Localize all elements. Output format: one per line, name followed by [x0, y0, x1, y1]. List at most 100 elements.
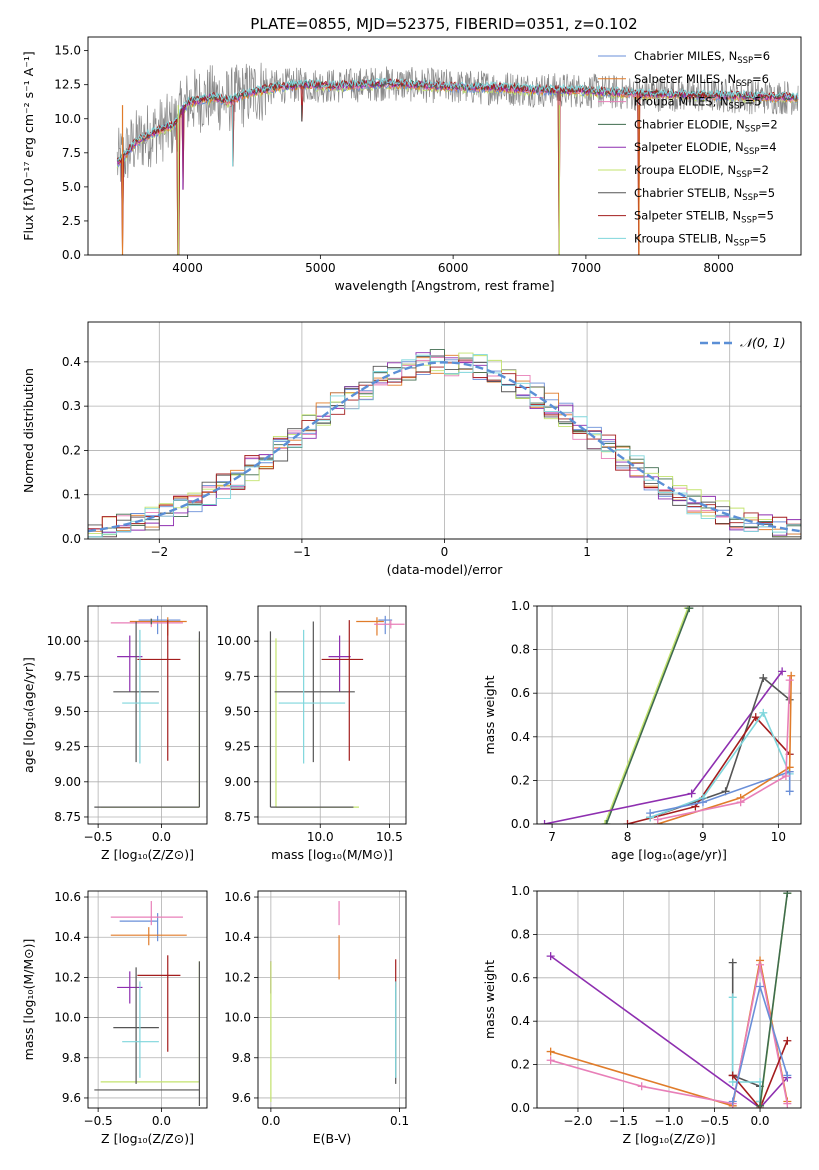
- x-tick-label: 8000: [703, 261, 734, 275]
- axes-residuals: −2 −1 0 1 2 0.0 0.1 0.2 0.3 0.4 (data-model)/error…: [21, 321, 802, 577]
- legend-label-main: Kroupa MILES, N: [634, 95, 729, 109]
- weight-marker: [781, 772, 790, 781]
- y-tick-label: 10.4: [54, 930, 81, 944]
- legend-label-main: Chabrier ELODIE, N: [634, 117, 745, 131]
- errorbar-point: [110, 927, 187, 946]
- weight-marker: [783, 1036, 792, 1045]
- plot-area: [94, 901, 201, 1106]
- weight-marker: [653, 815, 662, 824]
- weight-series-chabrier-elodie: [605, 607, 691, 824]
- errorbar-point: [269, 631, 354, 808]
- legend-label: Chabrier MILES, NSSP=6: [634, 49, 770, 66]
- x-tick-label: 10.0: [307, 830, 334, 844]
- y-tick-label: 0.2: [511, 1058, 530, 1072]
- grid-lines: [258, 606, 406, 824]
- y-tick-label: 2.5: [62, 214, 81, 228]
- x-tick-label: 10.5: [376, 830, 403, 844]
- y-tick-label: 0.4: [511, 730, 530, 744]
- legend-label-suffix: =4: [760, 140, 777, 154]
- x-tick-label: −0.5: [84, 1114, 113, 1128]
- axes-mass_weight_vs_Z: −2.0 −1.5 −1.0 −0.5 0.0 0.0 0.2 0.4 0.6 0.8 1.0 Z […: [482, 884, 802, 1146]
- x-tick-label: −1.0: [654, 1114, 683, 1128]
- weight-marker: [785, 676, 794, 685]
- legend-label-suffix: =6: [752, 72, 769, 86]
- x-axis-label: (data-model)/error: [387, 562, 504, 577]
- weight-marker: [728, 958, 737, 967]
- weight-marker: [756, 982, 765, 991]
- plot-area: [269, 615, 405, 808]
- legend-label-suffix: =5: [758, 186, 775, 200]
- errorbar-point: [117, 635, 143, 692]
- model-spectrum-kroupa-stelib: [117, 76, 799, 161]
- legend: 𝒩(0, 1): [700, 335, 786, 350]
- y-tick-label: 9.50: [54, 704, 81, 718]
- y-tick-label: 9.75: [224, 669, 251, 683]
- legend-label-sub: SSP: [734, 238, 750, 248]
- weight-series-kroupa-miles: [657, 680, 791, 821]
- weight-marker: [728, 1071, 737, 1080]
- errorbar-point: [278, 629, 346, 764]
- weight-series-salpeter-stelib: [732, 1040, 789, 1108]
- model-spectrum-salpeter-stelib: [116, 77, 799, 255]
- errorbar-point: [113, 967, 159, 1084]
- y-tick-label: 9.00: [54, 775, 81, 789]
- y-tick-label: 10.2: [224, 970, 251, 984]
- legend-label: Kroupa STELIB, NSSP=5: [634, 231, 766, 248]
- errorbar-point: [137, 620, 181, 761]
- y-tick-label: 0.8: [511, 643, 530, 657]
- legend-label: Salpeter STELIB, NSSP=5: [634, 209, 774, 226]
- weight-series-kroupa-stelib: [731, 997, 761, 1102]
- y-tick-label: 9.00: [224, 775, 251, 789]
- x-tick-label: 9: [699, 830, 707, 844]
- weight-marker: [546, 1056, 555, 1065]
- legend-label: Chabrier ELODIE, NSSP=2: [634, 117, 778, 134]
- errorbar-point: [113, 621, 159, 763]
- weight-marker: [685, 606, 694, 613]
- y-tick-label: 10.0: [224, 1011, 251, 1025]
- legend-label-main: Salpeter ELODIE, N: [634, 140, 744, 154]
- weight-marker: [602, 820, 611, 824]
- x-tick-label: −0.5: [84, 830, 113, 844]
- weight-marker: [783, 1099, 792, 1108]
- y-tick-label: 0.4: [511, 1014, 530, 1028]
- errorbar-point: [328, 635, 351, 692]
- legend-label-main: Chabrier MILES, N: [634, 49, 737, 63]
- weight-marker: [623, 820, 632, 824]
- figure-title: PLATE=0855, MJD=52375, FIBERID=0351, z=0…: [250, 15, 637, 33]
- y-axis-label: age [log₁₀(age/yr)]: [21, 657, 36, 773]
- weight-marker: [540, 820, 549, 824]
- weight-series-chabrier-elodie: [759, 893, 789, 1106]
- x-tick-label: 10: [771, 830, 786, 844]
- axes-frame: [536, 605, 802, 825]
- y-tick-label: 5.0: [62, 180, 81, 194]
- x-axis-label: mass [log₁₀(M/M⊙)]: [271, 847, 393, 862]
- y-tick-label: 10.00: [47, 634, 81, 648]
- weight-series-kroupa-elodie: [604, 607, 689, 824]
- y-tick-label: 10.2: [54, 970, 81, 984]
- weight-marker: [759, 708, 768, 717]
- legend-label-main: Salpeter STELIB, N: [634, 209, 741, 223]
- legend-label-suffix: =6: [753, 49, 770, 63]
- x-tick-label: 1: [583, 545, 591, 559]
- y-tick-label: 0.6: [511, 971, 530, 985]
- plot-area: [270, 901, 397, 1102]
- y-tick-label: 9.6: [232, 1091, 251, 1105]
- weight-marker: [646, 809, 655, 818]
- x-tick-label: 0.1: [390, 1114, 409, 1128]
- x-tick-label: 6000: [438, 261, 469, 275]
- weight-marker: [756, 1101, 765, 1108]
- y-tick-label: 12.5: [54, 78, 81, 92]
- y-tick-label: 15.0: [54, 44, 81, 58]
- y-tick-label: 0.8: [511, 927, 530, 941]
- errorbar-point: [321, 620, 364, 761]
- errorbar-point: [137, 955, 181, 1052]
- legend-label-sub: SSP: [744, 147, 760, 157]
- weight-marker: [783, 891, 792, 898]
- weight-marker: [546, 952, 555, 961]
- legend-label-suffix: =5: [757, 209, 774, 223]
- legend-label: Salpeter ELODIE, NSSP=4: [634, 140, 777, 157]
- axes-frame: [87, 605, 208, 825]
- weight-series-chabrier-miles: [649, 770, 791, 814]
- x-tick-label: 0.0: [152, 1114, 171, 1128]
